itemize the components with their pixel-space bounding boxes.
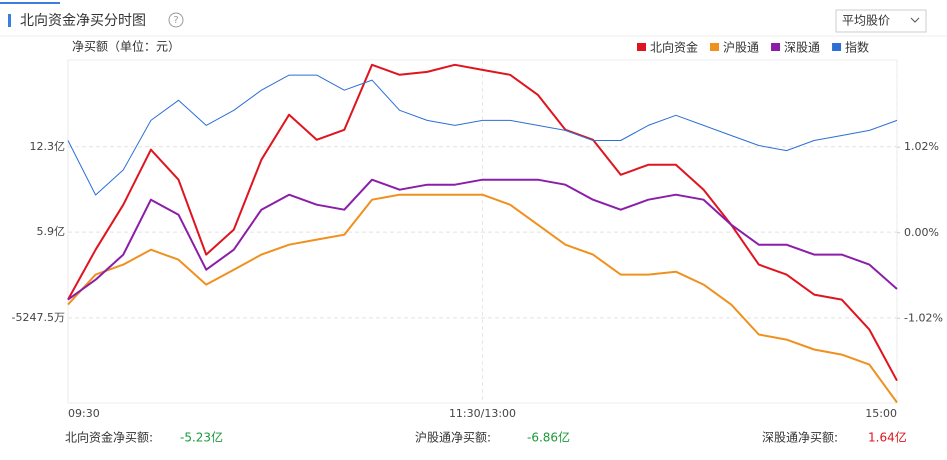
legend-label: 沪股通: [723, 41, 759, 55]
series-line: [67, 178, 898, 301]
summary-value: -6.86亿: [527, 430, 570, 445]
legend-label: 北向资金: [650, 40, 698, 55]
y-axis-label: 净买额（单位：元）: [72, 39, 180, 54]
dropdown-arrow: [910, 17, 920, 23]
x-tick-label: 15:00: [865, 407, 897, 420]
y2-tick-label: 0.00%: [904, 226, 939, 239]
dropdown-label: 平均股价: [842, 14, 890, 28]
summary-label: 北向资金净买额:: [65, 430, 153, 445]
title-accent: [8, 14, 11, 27]
series-line: [67, 74, 898, 196]
y-tick-label: 5.9亿: [37, 225, 66, 238]
help-text: ?: [173, 15, 178, 26]
header-title: 北向资金净买分时图: [20, 13, 146, 29]
series-line: [67, 193, 898, 404]
legend-label: 指数: [845, 40, 869, 55]
legend-label: 深股通: [784, 41, 820, 55]
x-tick-label: 11:30/13:00: [449, 407, 516, 420]
summary-label: 沪股通净买额:: [415, 431, 491, 445]
dropdown[interactable]: [835, 9, 927, 33]
y2-tick-label: -1.02%: [904, 311, 943, 324]
summary-value: -5.23亿: [180, 430, 223, 445]
summary-label: 深股通净买额:: [762, 431, 838, 445]
series-line: [67, 63, 898, 382]
x-tick-label: 09:30: [68, 407, 100, 420]
summary-value: 1.64亿: [868, 430, 907, 445]
y-tick-label: -5247.5万: [12, 311, 65, 324]
legend-swatch: [710, 43, 720, 51]
legend-swatch: [771, 43, 781, 51]
legend-swatch: [832, 43, 842, 51]
y-tick-label: 12.3亿: [30, 140, 66, 153]
help-icon[interactable]: [168, 12, 184, 28]
y2-tick-label: 1.02%: [904, 140, 939, 153]
legend-swatch: [637, 43, 646, 51]
